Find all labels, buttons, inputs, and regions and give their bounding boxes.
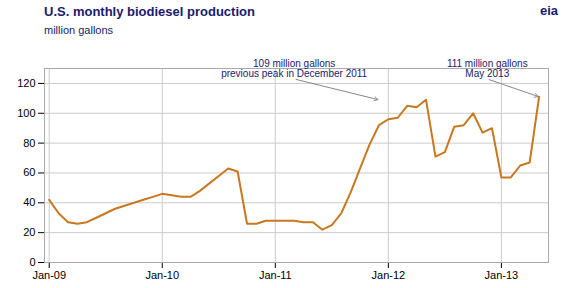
svg-text:Jan-12: Jan-12 bbox=[372, 269, 406, 281]
svg-text:109 million gallonsprevious pe: 109 million gallonsprevious peak in Dece… bbox=[221, 58, 367, 79]
svg-text:20: 20 bbox=[23, 226, 35, 238]
svg-text:80: 80 bbox=[23, 137, 35, 149]
svg-text:40: 40 bbox=[23, 196, 35, 208]
svg-text:Jan-09: Jan-09 bbox=[32, 269, 66, 281]
html-text:eia: eia bbox=[539, 3, 558, 18]
svg-text:120: 120 bbox=[17, 77, 35, 89]
svg-text:111 million gallonsMay 2013: 111 million gallonsMay 2013 bbox=[447, 58, 528, 79]
svg-text:Jan-13: Jan-13 bbox=[485, 269, 519, 281]
svg-text:0: 0 bbox=[29, 256, 35, 268]
svg-text:60: 60 bbox=[23, 166, 35, 178]
svg-text:Jan-11: Jan-11 bbox=[259, 269, 292, 281]
html-text:million gallons: million gallons bbox=[44, 24, 114, 36]
html-text:U.S. monthly biodiesel product: U.S. monthly biodiesel production bbox=[44, 4, 255, 19]
svg-text:100: 100 bbox=[17, 107, 35, 119]
svg-text:Jan-10: Jan-10 bbox=[145, 269, 179, 281]
